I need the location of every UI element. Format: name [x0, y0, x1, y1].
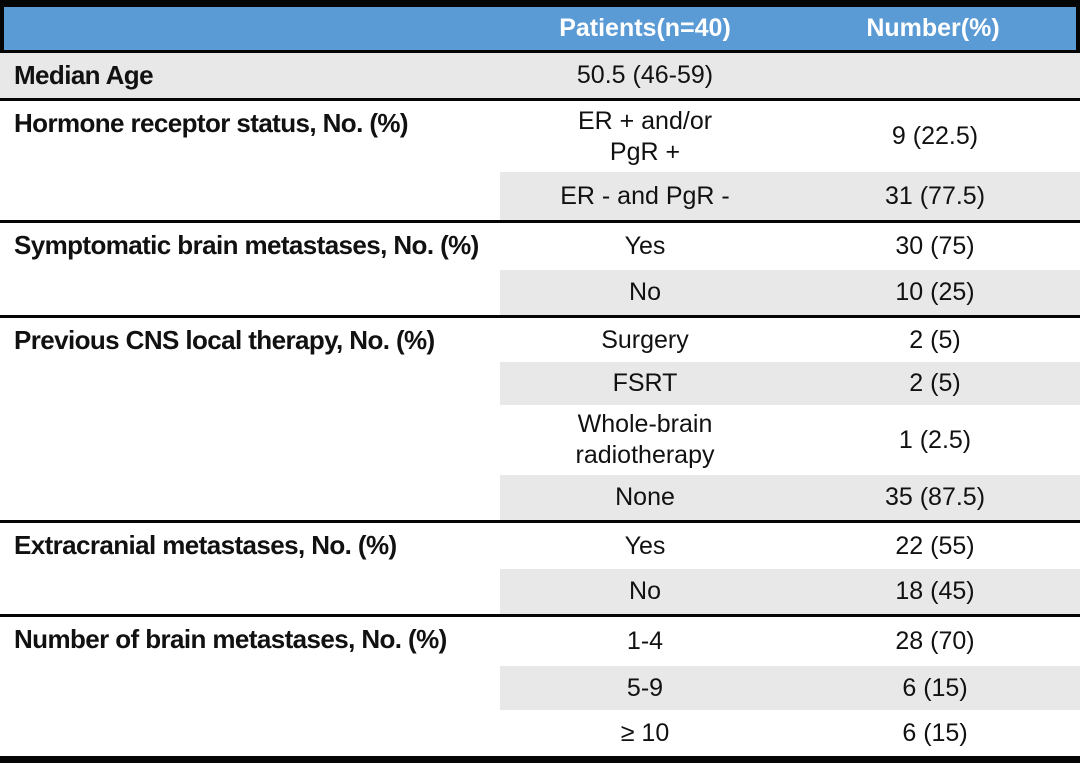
- table-row: Yes 30 (75): [500, 223, 1080, 270]
- table-row: Yes 22 (55): [500, 523, 1080, 569]
- value-cell: Yes: [624, 531, 666, 560]
- section-label: Hormone receptor status, No. (%): [14, 108, 409, 138]
- table-row: 5-9 6 (15): [500, 666, 1080, 710]
- table-row: 1-4 28 (70): [500, 617, 1080, 666]
- section-median-age: Median Age 50.5 (46-59): [0, 53, 1080, 101]
- value-cell: ER - and PgR -: [560, 181, 730, 210]
- value-cell: ER + and/or PgR +: [577, 106, 713, 166]
- value-cell: Surgery: [601, 325, 689, 354]
- table-row: 50.5 (46-59): [500, 53, 1080, 98]
- number-cell: 6 (15): [902, 718, 968, 747]
- value-cell: FSRT: [612, 369, 678, 397]
- table-row: Surgery 2 (5): [500, 318, 1080, 362]
- header-patients-cell: Patients(n=40): [559, 14, 731, 42]
- table-row: No 10 (25): [500, 270, 1080, 315]
- table-row: No 18 (45): [500, 569, 1080, 614]
- number-cell: [790, 53, 1080, 98]
- table-row: FSRT 2 (5): [500, 362, 1080, 405]
- value-cell: 5-9: [626, 673, 664, 702]
- header-number-cell: Number(%): [866, 14, 1000, 42]
- value-cell: No: [629, 278, 661, 306]
- table-row: ≥ 10 6 (15): [500, 710, 1080, 756]
- section-extracranial-metastases: Extracranial metastases, No. (%) Yes 22 …: [0, 523, 1080, 617]
- table-row: None 35 (87.5): [500, 475, 1080, 520]
- number-cell: 22 (55): [895, 531, 975, 560]
- section-number-of-brain-metastases: Number of brain metastases, No. (%) 1-4 …: [0, 617, 1080, 756]
- value-cell: 1-4: [626, 627, 664, 655]
- table-row: Whole-brain radiotherapy 1 (2.5): [500, 405, 1080, 475]
- section-label: Previous CNS local therapy, No. (%): [14, 325, 435, 355]
- number-cell: 1 (2.5): [898, 425, 972, 454]
- value-cell: No: [629, 577, 661, 605]
- table-row: ER + and/or PgR + 9 (22.5): [500, 101, 1080, 172]
- value-cell: Yes: [624, 232, 666, 260]
- section-label: Median Age: [14, 60, 154, 90]
- number-cell: 31 (77.5): [884, 181, 986, 210]
- number-cell: 30 (75): [895, 232, 975, 260]
- table-row: ER - and PgR - 31 (77.5): [500, 172, 1080, 220]
- header-empty-cell: [4, 7, 500, 50]
- number-cell: 9 (22.5): [891, 122, 979, 150]
- patient-characteristics-table: Patients(n=40) Number(%) Median Age 50.5…: [0, 0, 1080, 763]
- value-cell: Whole-brain radiotherapy: [575, 410, 715, 469]
- table-bottom-border: [0, 756, 1080, 763]
- section-label: Extracranial metastases, No. (%): [14, 530, 397, 560]
- section-label: Symptomatic brain metastases, No. (%): [14, 230, 479, 260]
- value-cell: None: [615, 483, 675, 511]
- number-cell: 35 (87.5): [884, 483, 986, 511]
- number-cell: 2 (5): [909, 369, 961, 397]
- number-cell: 18 (45): [895, 577, 975, 605]
- section-previous-cns-local-therapy: Previous CNS local therapy, No. (%) Surg…: [0, 318, 1080, 523]
- number-cell: 2 (5): [909, 325, 961, 354]
- section-symptomatic-brain-metastases: Symptomatic brain metastases, No. (%) Ye…: [0, 223, 1080, 318]
- number-cell: 28 (70): [895, 627, 975, 655]
- value-cell: 50.5 (46-59): [576, 61, 714, 89]
- section-label: Number of brain metastases, No. (%): [14, 624, 447, 654]
- number-cell: 10 (25): [895, 278, 975, 306]
- section-hormone-receptor-status: Hormone receptor status, No. (%) ER + an…: [0, 101, 1080, 223]
- table-header-row: Patients(n=40) Number(%): [0, 0, 1080, 53]
- number-cell: 6 (15): [902, 673, 968, 702]
- value-cell: ≥ 10: [620, 718, 670, 747]
